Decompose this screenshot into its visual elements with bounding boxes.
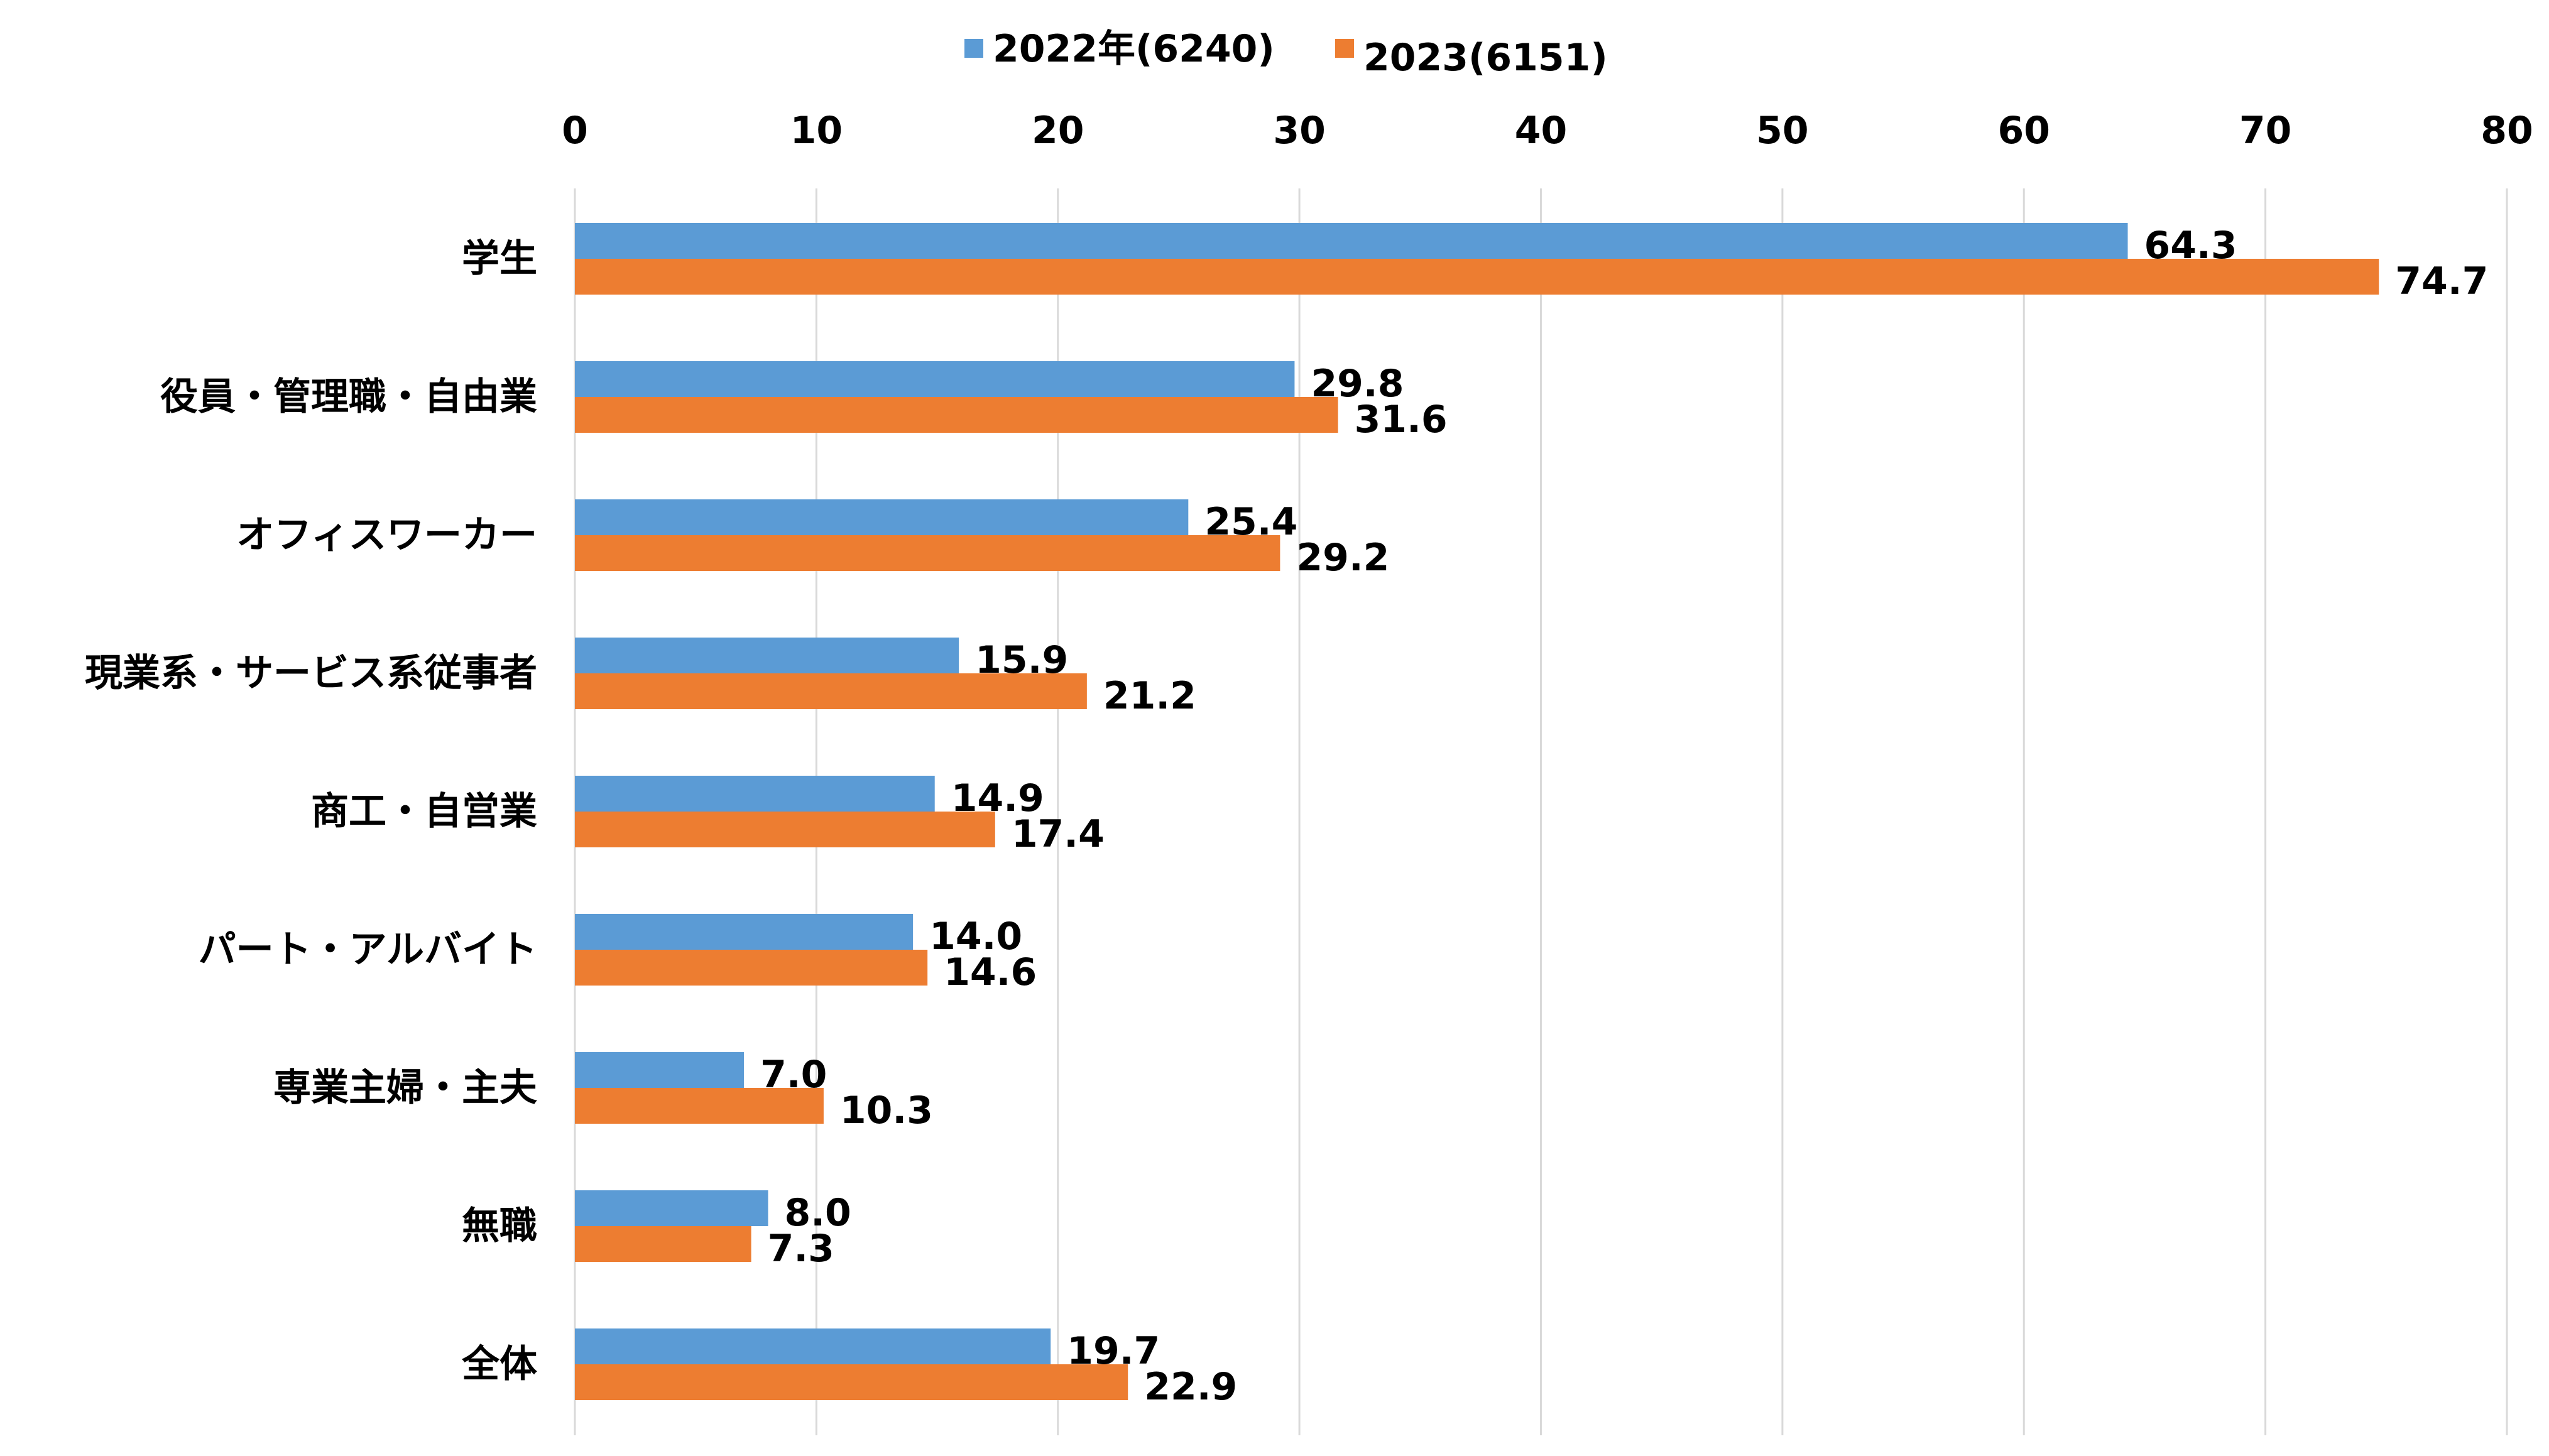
category-label: 役員・管理職・自由業 xyxy=(160,375,537,419)
data-label: 29.2 xyxy=(1296,536,1389,580)
category-label: 現業系・サービス系従事者 xyxy=(85,651,537,695)
x-axis-ticks: 0 10 20 30 40 50 60 70 80 xyxy=(562,109,2533,153)
data-label: 10.3 xyxy=(840,1089,933,1133)
bar xyxy=(575,1328,1051,1364)
data-label: 17.4 xyxy=(1012,812,1105,856)
data-label: 74.7 xyxy=(2395,259,2488,303)
data-label: 7.0 xyxy=(760,1053,827,1097)
bar xyxy=(575,1052,745,1088)
data-label: 21.2 xyxy=(1103,674,1196,718)
data-label: 8.0 xyxy=(785,1191,851,1235)
bar xyxy=(575,499,1189,535)
x-tick-label: 10 xyxy=(790,109,843,153)
legend-label: 2022年(6240) xyxy=(993,27,1275,71)
category-label: 無職 xyxy=(462,1204,537,1248)
category-label: オフィスワーカー xyxy=(236,513,537,557)
bar xyxy=(575,361,1295,397)
x-tick-label: 60 xyxy=(1998,109,2051,153)
category-label: 専業主婦・主夫 xyxy=(273,1066,538,1110)
bar xyxy=(575,673,1087,709)
data-label: 15.9 xyxy=(975,638,1068,682)
x-tick-label: 0 xyxy=(562,109,588,153)
x-tick-label: 70 xyxy=(2239,109,2292,153)
category-label: 商工・自営業 xyxy=(311,790,537,834)
bar xyxy=(575,914,914,950)
bar xyxy=(575,223,2128,259)
data-label: 22.9 xyxy=(1144,1365,1237,1409)
data-label: 14.9 xyxy=(951,776,1044,820)
x-tick-label: 50 xyxy=(1756,109,1809,153)
category-labels: 学生役員・管理職・自由業オフィスワーカー現業系・サービス系従事者商工・自営業パー… xyxy=(85,237,538,1386)
legend: 2022年(6240) 2023(6151) xyxy=(964,27,1608,80)
data-label: 14.0 xyxy=(929,915,1022,959)
bar xyxy=(575,259,2379,295)
bar xyxy=(575,1088,824,1124)
legend-label: 2023(6151) xyxy=(1363,36,1608,80)
data-labels: 64.3 74.7 29.831.6 25.429.2 15.9 21.2 14.917.4… xyxy=(760,224,2488,1409)
category-label: 学生 xyxy=(462,237,537,281)
data-label: 14.6 xyxy=(944,950,1037,994)
data-label: 31.6 xyxy=(1355,398,1448,442)
category-label: 全体 xyxy=(461,1342,537,1386)
data-label: 29.8 xyxy=(1311,362,1404,406)
legend-swatch xyxy=(1335,39,1354,58)
bar xyxy=(575,950,928,986)
data-label: 7.3 xyxy=(768,1227,834,1271)
x-tick-label: 40 xyxy=(1515,109,1568,153)
bars xyxy=(575,223,2379,1400)
data-label: 25.4 xyxy=(1204,500,1297,544)
legend-swatch xyxy=(964,39,983,58)
bar xyxy=(575,638,959,673)
bar xyxy=(575,1190,768,1226)
x-tick-label: 30 xyxy=(1273,109,1326,153)
data-label: 19.7 xyxy=(1067,1329,1160,1373)
bar xyxy=(575,812,995,847)
x-tick-label: 80 xyxy=(2481,109,2533,153)
bar xyxy=(575,535,1280,571)
data-label: 64.3 xyxy=(2144,224,2237,268)
bar xyxy=(575,1364,1128,1400)
bar xyxy=(575,397,1338,433)
category-label: パート・アルバイト xyxy=(199,928,537,972)
x-tick-label: 20 xyxy=(1032,109,1084,153)
bar xyxy=(575,1226,751,1262)
bar xyxy=(575,776,935,812)
